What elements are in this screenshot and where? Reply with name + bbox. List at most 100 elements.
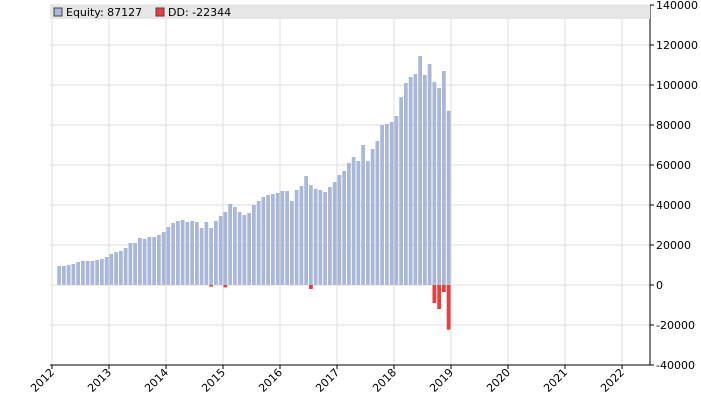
x-tick-label: 2013: [85, 366, 114, 395]
equity-bar: [261, 197, 266, 285]
equity-bar: [176, 221, 180, 285]
dd-legend-label: DD: -22344: [168, 6, 231, 19]
equity-bar: [266, 195, 270, 285]
equity-bar: [351, 157, 356, 285]
drawdown-bar: [209, 285, 213, 287]
equity-bar: [423, 75, 427, 285]
equity-bar: [380, 125, 384, 285]
x-tick-label: 2018: [370, 366, 399, 395]
equity-bar: [123, 248, 128, 285]
equity-bar: [337, 175, 342, 285]
x-tick-label: 2021: [541, 366, 570, 395]
y-tick-label: -20000: [656, 319, 695, 332]
y-tick-label: 100000: [656, 79, 698, 92]
equity-bar: [361, 145, 365, 285]
equity-bar: [408, 77, 413, 285]
equity-bar: [161, 232, 166, 285]
y-tick-label: 120000: [656, 39, 698, 52]
drawdown-bar: [223, 285, 228, 288]
equity-bar: [199, 228, 204, 285]
equity-bar: [332, 182, 337, 285]
equity-bar: [138, 238, 142, 285]
equity-bar: [142, 239, 147, 285]
drawdown-bar: [437, 285, 441, 309]
equity-legend-swatch: [53, 7, 63, 17]
y-tick-label: 140000: [656, 0, 698, 12]
equity-bar: [109, 254, 114, 285]
equity-bar: [256, 201, 261, 285]
equity-bar: [81, 261, 85, 285]
equity-bar: [71, 264, 76, 285]
equity-bar: [285, 191, 289, 285]
equity-bar: [228, 204, 232, 285]
x-tick-label: 2019: [427, 366, 456, 395]
equity-bar: [437, 88, 441, 285]
equity-bar: [218, 216, 223, 285]
equity-bar: [62, 266, 66, 285]
equity-bar: [366, 161, 370, 285]
equity-bar: [185, 222, 190, 285]
equity-bar: [128, 243, 133, 285]
y-tick-label: 20000: [656, 239, 691, 252]
equity-bar: [427, 64, 432, 285]
equity-bar: [275, 193, 280, 285]
equity-bar: [347, 163, 351, 285]
equity-bar: [190, 221, 194, 285]
equity-bar: [66, 265, 71, 285]
equity-bar: [242, 215, 247, 285]
equity-bar: [389, 122, 394, 285]
equity-bar: [90, 261, 95, 285]
equity-bar: [299, 186, 304, 285]
drawdown-bar: [446, 285, 451, 330]
legend-background: [50, 5, 650, 19]
axis-layer: [50, 5, 651, 366]
equity-bar: [214, 221, 218, 285]
equity-bar: [418, 56, 422, 285]
equity-bar: [432, 82, 437, 285]
x-tick-label: 2020: [484, 366, 513, 395]
equity-bar: [342, 171, 346, 285]
equity-bar: [95, 260, 99, 285]
equity-bar: [114, 252, 118, 285]
equity-bar: [323, 192, 327, 285]
equity-bar: [133, 243, 137, 285]
equity-bar: [152, 237, 156, 285]
equity-bar: [294, 190, 299, 285]
x-tick-label: 2014: [142, 366, 171, 395]
x-tick-label: 2017: [313, 366, 342, 395]
y-tick-label: 40000: [656, 199, 691, 212]
drawdown-bar: [432, 285, 437, 303]
equity-bar: [370, 149, 375, 285]
equity-bar: [375, 141, 380, 285]
drawdown-bar: [309, 285, 313, 289]
equity-bar: [195, 222, 199, 285]
bars-layer: [57, 56, 451, 330]
equity-bar: [356, 161, 361, 285]
y-tick-layer: -40000 -20000 0 20000 40000 60000 80000 100000 1…: [650, 0, 698, 372]
equity-bar: [399, 97, 403, 285]
equity-bar: [157, 235, 161, 285]
equity-bar: [171, 223, 175, 285]
equity-bar: [328, 187, 332, 285]
equity-bar: [237, 212, 242, 285]
equity-bar: [280, 191, 285, 285]
equity-bar: [85, 261, 90, 285]
equity-legend-label: Equity: 87127: [66, 6, 142, 19]
x-tick-label: 2016: [256, 366, 285, 395]
equity-bar: [57, 266, 61, 285]
equity-bar: [313, 189, 318, 285]
equity-bar: [223, 212, 228, 285]
x-tick-label: 2015: [199, 366, 228, 395]
x-tick-layer: 2012 2013 2014 2015 2016 2017 2018 2019 2020 2021…: [28, 365, 627, 395]
equity-bar: [413, 74, 418, 285]
legend: Equity: 87127 DD: -22344: [50, 5, 650, 19]
equity-bar: [209, 228, 213, 285]
equity-bar: [147, 237, 152, 285]
x-tick-label: 2012: [28, 366, 57, 395]
equity-bar: [271, 194, 275, 285]
equity-bar: [76, 262, 80, 285]
equity-bar: [404, 83, 408, 285]
equity-bar: [247, 213, 251, 285]
equity-bar: [318, 190, 323, 285]
